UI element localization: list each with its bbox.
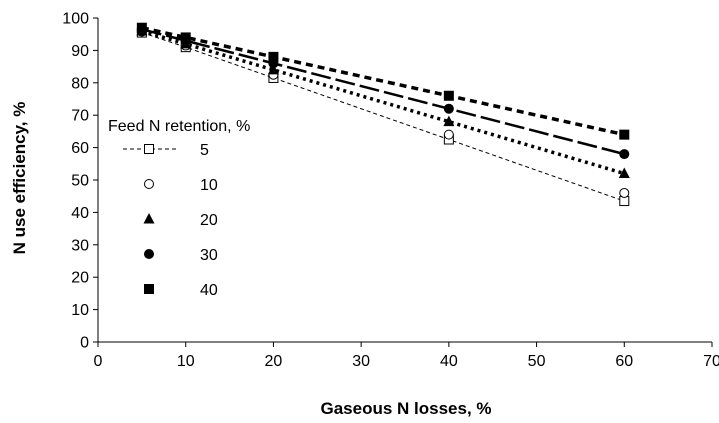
legend-label-10: 10: [200, 177, 218, 194]
y-tick-label: 100: [62, 11, 89, 28]
y-tick-label: 90: [71, 43, 89, 60]
y-tick-label: 80: [71, 75, 89, 92]
axes: 0 10 20 30 40 50 60 70 80 90 100 0 10 20 30 40 50 60 70: [62, 11, 719, 371]
y-tick-label: 20: [71, 270, 89, 287]
data-point-10: [619, 187, 630, 198]
data-point-40: [268, 51, 279, 62]
legend-marker-10: [144, 179, 154, 189]
series-line-30: [141, 28, 625, 156]
y-tick-label: 30: [71, 237, 89, 254]
data-point-30: [443, 103, 454, 114]
x-tick-label: 10: [177, 353, 195, 370]
legend-marker-5: [144, 144, 154, 154]
x-axis-title: Gaseous N losses, %: [320, 399, 491, 418]
data-point-40: [619, 129, 630, 140]
y-tick-label: 40: [71, 205, 89, 222]
x-tick-label: 60: [615, 353, 633, 370]
legend-title: Feed N retention, %: [108, 118, 250, 135]
y-tick-label: 10: [71, 302, 89, 319]
data-point-20: [443, 115, 455, 127]
y-axis-title: N use efficiency, %: [10, 102, 29, 255]
legend-label-5: 5: [200, 142, 209, 159]
y-tick-label: 70: [71, 108, 89, 125]
series-layer: [136, 22, 630, 207]
legend-marker-20: [143, 213, 155, 224]
x-tick-label: 30: [352, 353, 370, 370]
x-tick-label: 0: [94, 353, 103, 370]
series-line-5: [141, 32, 625, 202]
data-point-40: [443, 90, 454, 101]
data-point-40: [136, 22, 147, 33]
data-point-30: [619, 149, 630, 160]
legend-marker-30: [144, 249, 154, 259]
data-point-40: [180, 32, 191, 43]
legend: Feed N retention, % 5 10 20 30 40: [108, 118, 250, 299]
x-tick-label: 20: [265, 353, 283, 370]
data-point-20: [267, 63, 279, 75]
data-point-10: [443, 129, 454, 140]
y-tick-label: 50: [71, 173, 89, 190]
x-tick-label: 50: [528, 353, 546, 370]
legend-marker-40: [144, 284, 154, 294]
data-point-20: [618, 167, 630, 179]
y-tick-label: 0: [80, 335, 89, 352]
legend-label-40: 40: [200, 282, 218, 299]
legend-label-20: 20: [200, 212, 218, 229]
series-line-20: [141, 29, 625, 176]
y-tick-label: 60: [71, 140, 89, 157]
x-tick-label: 40: [440, 353, 458, 370]
legend-label-30: 30: [200, 247, 218, 264]
x-tick-label: 70: [703, 353, 719, 370]
